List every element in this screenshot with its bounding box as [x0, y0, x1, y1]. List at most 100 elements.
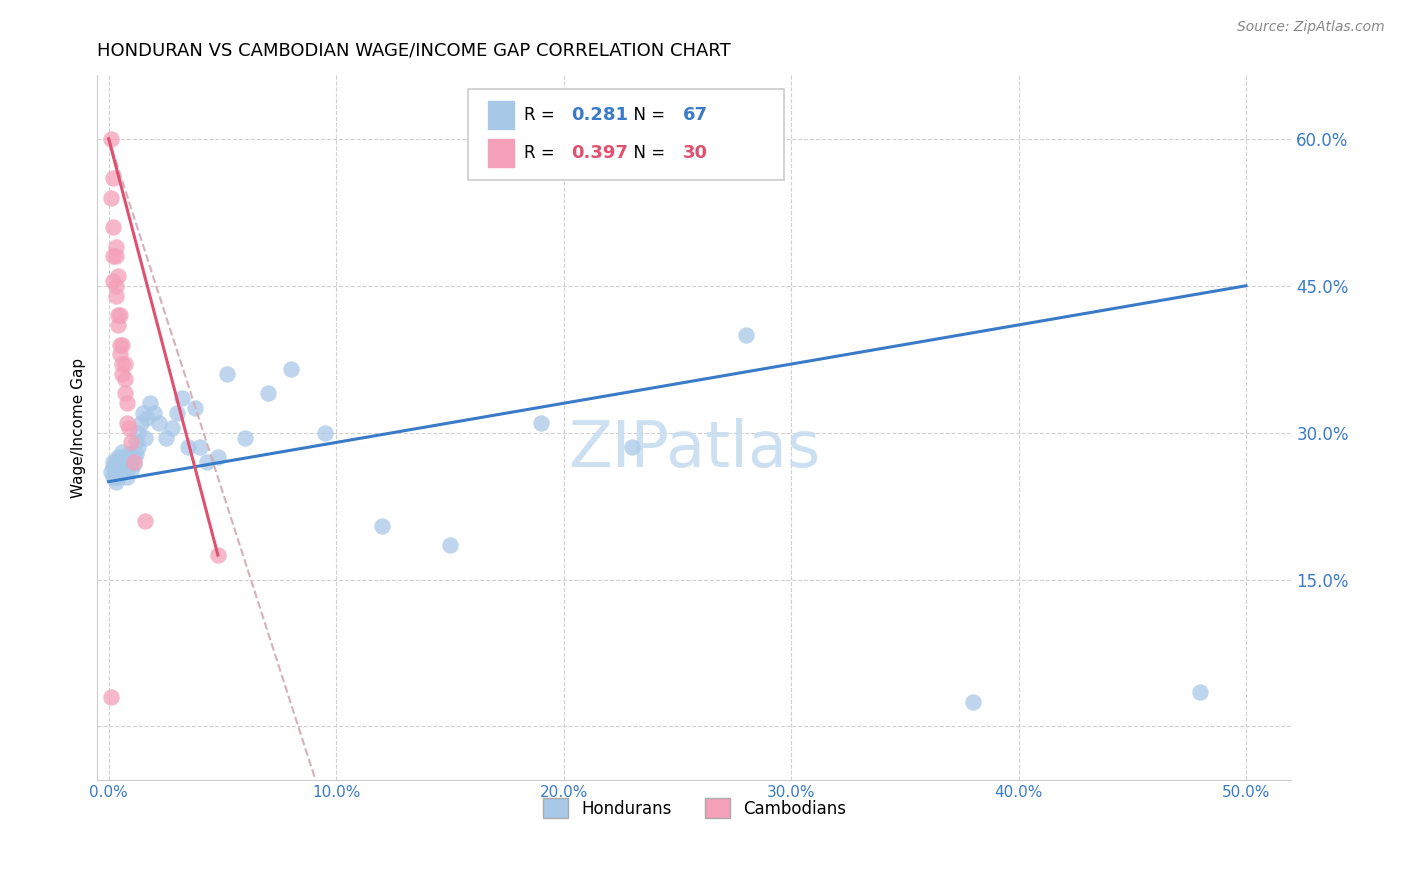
Point — [734, 327, 756, 342]
Point — [257, 386, 280, 401]
Point — [115, 457, 138, 471]
Point — [100, 191, 122, 205]
Point — [107, 308, 129, 322]
Point — [439, 538, 461, 552]
Text: N =: N = — [623, 144, 671, 161]
Point — [111, 367, 134, 381]
Text: 0.281: 0.281 — [571, 106, 628, 124]
Point — [132, 406, 155, 420]
Point — [122, 455, 145, 469]
Point — [184, 401, 207, 416]
Point — [111, 357, 134, 371]
Point — [370, 518, 392, 533]
Point — [280, 362, 302, 376]
Point — [103, 171, 125, 186]
Point — [125, 447, 148, 461]
Point — [104, 239, 127, 253]
Point — [121, 463, 143, 477]
Text: 30: 30 — [682, 144, 707, 161]
Point — [115, 469, 138, 483]
Point — [118, 447, 141, 461]
Point — [177, 441, 200, 455]
Point — [134, 431, 156, 445]
Point — [195, 455, 218, 469]
Point — [114, 459, 136, 474]
Text: ZIPatlas: ZIPatlas — [568, 418, 821, 480]
Point — [129, 416, 152, 430]
Point — [121, 457, 143, 471]
Legend: Hondurans, Cambodians: Hondurans, Cambodians — [536, 791, 853, 825]
Point — [962, 695, 984, 709]
Text: HONDURAN VS CAMBODIAN WAGE/INCOME GAP CORRELATION CHART: HONDURAN VS CAMBODIAN WAGE/INCOME GAP CO… — [97, 42, 731, 60]
Point — [155, 431, 177, 445]
Point — [108, 337, 131, 351]
Text: 0.397: 0.397 — [571, 144, 628, 161]
Point — [233, 431, 256, 445]
Point — [114, 357, 136, 371]
Point — [114, 386, 136, 401]
Point — [148, 416, 170, 430]
Point — [111, 337, 134, 351]
Point — [134, 514, 156, 528]
Point — [170, 392, 193, 406]
Point — [111, 445, 134, 459]
Point — [1189, 685, 1212, 699]
Point — [115, 396, 138, 410]
Point — [107, 268, 129, 283]
Point — [100, 690, 122, 704]
Point — [111, 459, 134, 474]
Point — [125, 435, 148, 450]
Point — [107, 467, 129, 481]
Point — [111, 465, 134, 479]
Point — [108, 347, 131, 361]
Point — [104, 288, 127, 302]
Point — [107, 450, 129, 464]
Point — [188, 441, 211, 455]
Text: R =: R = — [523, 106, 560, 124]
Point — [166, 406, 188, 420]
Point — [108, 459, 131, 474]
Point — [104, 457, 127, 471]
Point — [103, 455, 125, 469]
Bar — [488, 138, 515, 167]
Point — [104, 278, 127, 293]
Point — [108, 453, 131, 467]
FancyBboxPatch shape — [468, 89, 785, 179]
Point — [114, 450, 136, 464]
Point — [121, 435, 143, 450]
Point — [122, 457, 145, 471]
Point — [108, 455, 131, 469]
Point — [104, 249, 127, 263]
Point — [127, 441, 149, 455]
Point — [100, 465, 122, 479]
Point — [108, 308, 131, 322]
Point — [103, 249, 125, 263]
Point — [107, 463, 129, 477]
Point — [103, 219, 125, 234]
Point — [107, 318, 129, 332]
Point — [107, 469, 129, 483]
Point — [104, 465, 127, 479]
Point — [136, 411, 159, 425]
Point — [103, 469, 125, 483]
Point — [138, 396, 160, 410]
Point — [104, 469, 127, 483]
Point — [114, 453, 136, 467]
Text: N =: N = — [623, 106, 671, 124]
Y-axis label: Wage/Income Gap: Wage/Income Gap — [72, 358, 86, 498]
Point — [530, 416, 553, 430]
Point — [122, 450, 145, 464]
Point — [118, 421, 141, 435]
Point — [118, 455, 141, 469]
Point — [103, 459, 125, 474]
Point — [108, 463, 131, 477]
Point — [111, 455, 134, 469]
Text: Source: ZipAtlas.com: Source: ZipAtlas.com — [1237, 20, 1385, 34]
Point — [127, 425, 149, 440]
Text: 67: 67 — [682, 106, 707, 124]
Point — [207, 548, 229, 562]
Point — [162, 421, 184, 435]
Text: R =: R = — [523, 144, 560, 161]
Point — [108, 467, 131, 481]
Point — [115, 463, 138, 477]
